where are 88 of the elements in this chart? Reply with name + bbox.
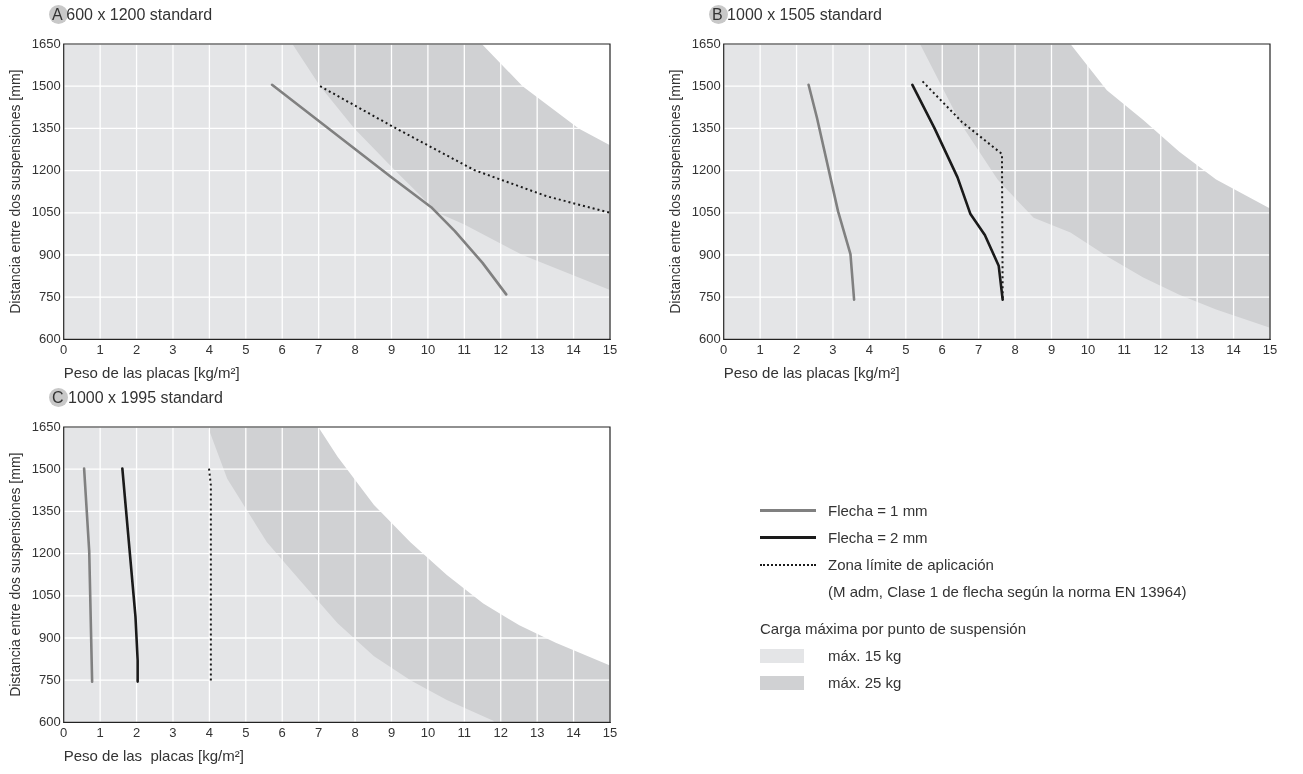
y-tick-label: 750 <box>699 288 721 304</box>
x-tick-label: 5 <box>242 341 250 357</box>
y-tick-label: 600 <box>39 713 61 729</box>
x-tick-label: 0 <box>60 724 68 740</box>
legend-label: Flecha = 2 mm <box>828 528 928 548</box>
legend-label: Zona límite de aplicación <box>828 555 994 575</box>
x-tick-label: 4 <box>865 341 874 357</box>
y-tick-label: 1650 <box>31 418 61 434</box>
x-tick-label: 3 <box>169 724 177 740</box>
x-tick-label: 8 <box>351 341 359 357</box>
y-tick-label: 1500 <box>31 460 61 476</box>
x-tick-label: 1 <box>756 341 764 357</box>
y-tick-label: 1350 <box>31 119 61 135</box>
x-tick-label: 13 <box>529 724 545 740</box>
x-tick-label: 6 <box>278 724 286 740</box>
x-tick-label: 15 <box>1262 341 1278 357</box>
x-tick-label: 3 <box>169 341 177 357</box>
x-tick-label: 1 <box>96 341 104 357</box>
x-tick-label: 0 <box>60 341 68 357</box>
legend-label: máx. 15 kg <box>828 646 902 666</box>
y-tick-label: 1050 <box>31 204 61 220</box>
x-tick-label: 9 <box>387 724 396 740</box>
y-tick-label: 1500 <box>691 77 721 93</box>
legend-title: Carga máxima por punto de suspensión <box>760 619 1027 639</box>
x-tick-label: 8 <box>351 724 359 740</box>
y-tick-label: 900 <box>699 246 721 262</box>
x-tick-label: 11 <box>457 341 472 357</box>
text: (M adm, Clase 1 de flecha según la norma EN 13964) <box>827 582 1187 602</box>
chart-title: C 1000 x 1995 standard <box>52 389 223 406</box>
y-tick-label: 1200 <box>691 162 721 178</box>
x-tick-label: 10 <box>1080 341 1096 357</box>
x-tick-label: 7 <box>315 341 323 357</box>
y-tick-label: 1350 <box>691 119 721 135</box>
y-tick-label: 750 <box>39 671 61 687</box>
x-tick-label: 8 <box>1011 341 1019 357</box>
y-axis-title: Distancia entre dos suspensiones [mm] <box>667 69 684 314</box>
y-tick-label: 1650 <box>31 35 61 51</box>
x-tick-label: 6 <box>938 341 946 357</box>
y-tick-label: 900 <box>39 629 61 645</box>
y-tick-label: 1650 <box>691 35 721 51</box>
y-axis-title: Distancia entre dos suspensiones [mm] <box>7 452 24 697</box>
x-tick-label: 14 <box>1226 341 1241 357</box>
x-tick-label: 5 <box>902 341 910 357</box>
y-axis-title: Distancia entre dos suspensiones [mm] <box>7 69 24 314</box>
x-tick-label: 11 <box>1117 341 1132 357</box>
x-tick-label: 7 <box>975 341 983 357</box>
x-tick-label: 13 <box>1189 341 1205 357</box>
x-tick-label: 7 <box>315 724 323 740</box>
x-tick-label: 2 <box>792 341 801 357</box>
x-tick-label: 15 <box>602 341 618 357</box>
x-tick-label: 14 <box>566 341 581 357</box>
chart-title: A 600 x 1200 standard <box>52 6 213 23</box>
legend-label: máx. 25 kg <box>828 673 902 693</box>
y-tick-label: 750 <box>39 288 61 304</box>
x-tick-label: 10 <box>420 724 436 740</box>
y-tick-label: 1500 <box>31 77 61 93</box>
y-tick-label: 1200 <box>31 162 61 178</box>
x-tick-label: 2 <box>132 341 141 357</box>
x-tick-label: 12 <box>1153 341 1168 357</box>
y-tick-label: 600 <box>699 330 721 346</box>
x-tick-label: 6 <box>278 341 286 357</box>
x-axis-title: Peso de las placas [kg/m²] <box>63 364 240 382</box>
y-tick-label: 900 <box>39 246 61 262</box>
x-tick-label: 4 <box>205 724 214 740</box>
y-tick-label: 1350 <box>31 502 61 518</box>
x-axis-title: Peso de las placas [kg/m²] <box>723 364 900 382</box>
x-tick-label: 2 <box>132 724 141 740</box>
legend-label: Flecha = 1 mm <box>828 501 928 521</box>
x-tick-label: 10 <box>420 341 436 357</box>
x-tick-label: 9 <box>387 341 396 357</box>
x-tick-label: 12 <box>493 341 508 357</box>
x-tick-label: 15 <box>602 724 618 740</box>
x-tick-label: 1 <box>96 724 104 740</box>
x-tick-label: 4 <box>205 341 214 357</box>
x-tick-label: 9 <box>1047 341 1056 357</box>
x-tick-label: 14 <box>566 724 581 740</box>
x-tick-label: 3 <box>829 341 837 357</box>
x-tick-label: 12 <box>493 724 508 740</box>
y-tick-label: 1200 <box>31 545 61 561</box>
x-tick-label: 11 <box>457 724 472 740</box>
x-tick-label: 0 <box>720 341 728 357</box>
y-tick-label: 1050 <box>691 204 721 220</box>
x-axis-title: Peso de las placas [kg/m²] <box>63 747 244 765</box>
chart-title: B 1000 x 1505 standard <box>712 6 882 23</box>
x-tick-label: 5 <box>242 724 250 740</box>
x-tick-label: 13 <box>529 341 545 357</box>
y-tick-label: 1050 <box>31 587 61 603</box>
y-tick-label: 600 <box>39 330 61 346</box>
